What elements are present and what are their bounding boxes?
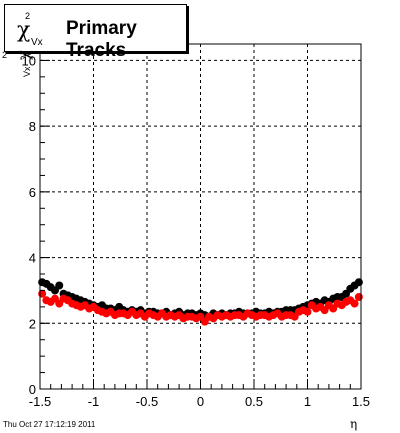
data-points — [38, 278, 363, 326]
y-tick-label: 10 — [22, 53, 36, 68]
timestamp: Thu Oct 27 17:12:19 2011 — [3, 420, 96, 429]
x-tick-label: 1 — [304, 394, 311, 409]
title-superscript: 2 — [25, 11, 31, 21]
x-tick-label: -1 — [88, 394, 100, 409]
y-tick-label: 4 — [29, 251, 36, 266]
red-data-point — [303, 307, 312, 316]
red-data-point — [354, 293, 363, 301]
black-data-point — [354, 278, 363, 287]
y-tick-label: 0 — [29, 382, 36, 397]
y-axis-label-subscript: Vx — [22, 66, 32, 77]
title-box: χ 2 Vx Primary Tracks — [4, 4, 187, 61]
title-subscript: Vx — [31, 37, 43, 48]
black-data-point — [55, 281, 64, 290]
x-tick-label: 1.5 — [352, 394, 370, 409]
x-tick-label: 0 — [197, 394, 204, 409]
plot-frame — [39, 43, 362, 390]
tick-labels: -1.5 -1 -0.5 0 0.5 1 1.5 0 2 4 6 8 10 — [22, 53, 371, 409]
title-chi-symbol: χ — [17, 18, 31, 43]
y-axis-label-superscript: 2 — [2, 50, 8, 60]
y-axis-label-symbol: χ — [14, 50, 33, 60]
x-tick-label: 0.5 — [245, 394, 263, 409]
x-axis-label: η — [350, 417, 358, 431]
y-tick-label: 6 — [29, 185, 36, 200]
red-data-point — [350, 299, 359, 308]
y-tick-label: 2 — [29, 316, 36, 331]
chart-title: Primary Tracks — [66, 18, 137, 61]
y-tick-label: 8 — [29, 119, 36, 134]
grid-lines — [40, 44, 361, 389]
x-tick-label: -1.5 — [29, 394, 51, 409]
axis-ticks — [39, 43, 362, 390]
x-tick-label: -0.5 — [136, 394, 158, 409]
